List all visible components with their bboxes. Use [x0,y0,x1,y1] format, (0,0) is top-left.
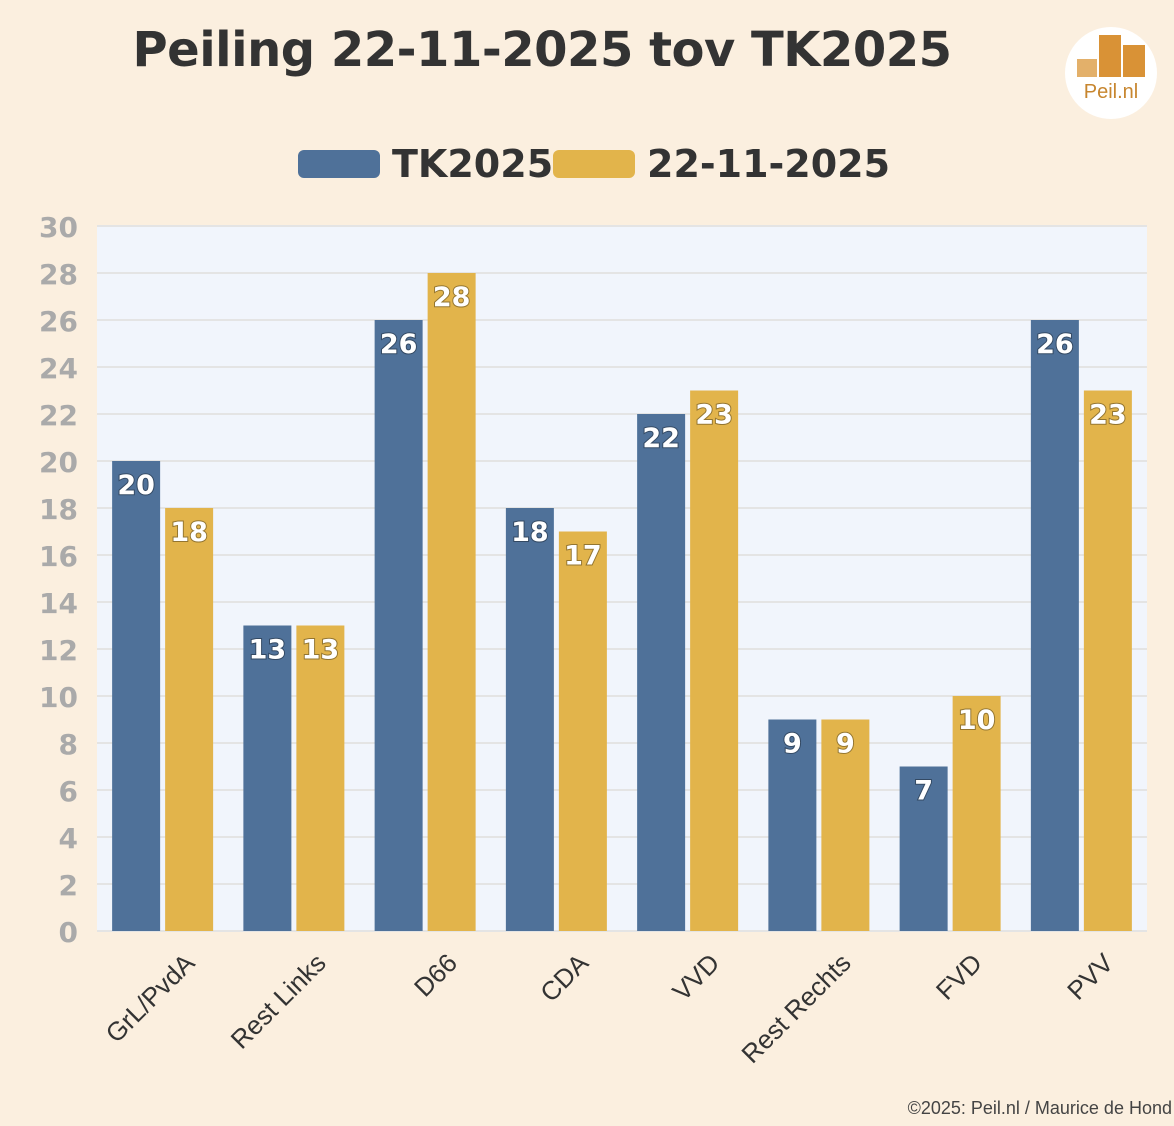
bar-poll [558,531,607,931]
copyright-credit: ©2025: Peil.nl / Maurice de Hond [907,1098,1172,1118]
data-label: 22 [642,423,680,454]
legend-label-tk2025: TK2025 [392,142,554,186]
y-tick-label: 24 [39,352,78,385]
data-label: 20 [117,470,155,501]
data-label: 23 [1089,400,1127,431]
data-label: 23 [695,400,733,431]
y-tick-label: 20 [39,446,78,479]
bar-poll [821,719,870,931]
data-label: 26 [380,329,418,360]
bar-poll [165,508,214,931]
bar-tk2025 [374,320,423,931]
y-tick-label: 28 [39,258,78,291]
y-tick-label: 4 [59,822,78,855]
x-tick-label: GrL/PvdA [100,947,201,1048]
peil-logo: Peil.nl [1065,27,1157,119]
logo-bar-icon [1077,59,1097,77]
bar-tk2025 [1030,320,1079,931]
x-tick-label: Rest Rechts [735,948,856,1069]
bar-poll [952,696,1001,931]
x-tick-label: Rest Links [225,948,332,1055]
chart-title: Peiling 22-11-2025 tov TK2025 [132,22,952,78]
data-label: 13 [302,635,340,666]
y-tick-label: 22 [39,399,78,432]
y-tick-label: 30 [39,211,78,244]
y-tick-label: 26 [39,305,78,338]
data-label: 13 [249,635,287,666]
data-label: 10 [958,705,996,736]
data-label: 26 [1036,329,1074,360]
data-label: 7 [914,776,933,807]
y-tick-label: 6 [59,775,78,808]
data-label: 9 [783,729,802,760]
legend-label-poll: 22-11-2025 [647,142,891,186]
y-tick-label: 0 [59,916,78,949]
y-tick-label: 2 [59,869,78,902]
bar-tk2025 [112,461,161,931]
x-tick-label: D66 [408,948,463,1003]
y-tick-label: 8 [59,728,78,761]
bar-poll [690,390,739,931]
logo-bar-icon [1123,45,1145,77]
data-label: 18 [511,517,549,548]
legend-swatch-tk2025 [298,150,380,178]
y-tick-label: 14 [39,587,78,620]
bar-tk2025 [899,766,948,931]
bar-tk2025 [637,414,686,931]
y-tick-label: 18 [39,493,78,526]
y-tick-label: 10 [39,681,78,714]
bar-tk2025 [505,508,554,931]
bar-poll [1083,390,1132,931]
data-label: 28 [433,282,471,313]
bar-poll [427,273,476,931]
bar-poll [296,625,345,931]
data-label: 18 [170,517,208,548]
y-tick-label: 16 [39,540,78,573]
data-label: 17 [564,541,602,572]
legend: TK2025 22-11-2025 [0,140,1174,188]
legend-item-tk2025: TK2025 [298,140,553,188]
data-label: 9 [836,729,855,760]
y-tick-label: 12 [39,634,78,667]
bar-tk2025 [768,719,817,931]
x-tick-label: PVV [1061,947,1119,1005]
logo-bar-icon [1099,35,1121,77]
x-tick-label: CDA [534,947,594,1007]
legend-item-poll: 22-11-2025 [553,140,890,188]
logo-text: Peil.nl [1083,81,1139,103]
x-tick-label: FVD [930,948,988,1006]
bar-tk2025 [243,625,292,931]
legend-swatch-poll [553,150,635,178]
x-tick-label: VVD [666,948,725,1007]
